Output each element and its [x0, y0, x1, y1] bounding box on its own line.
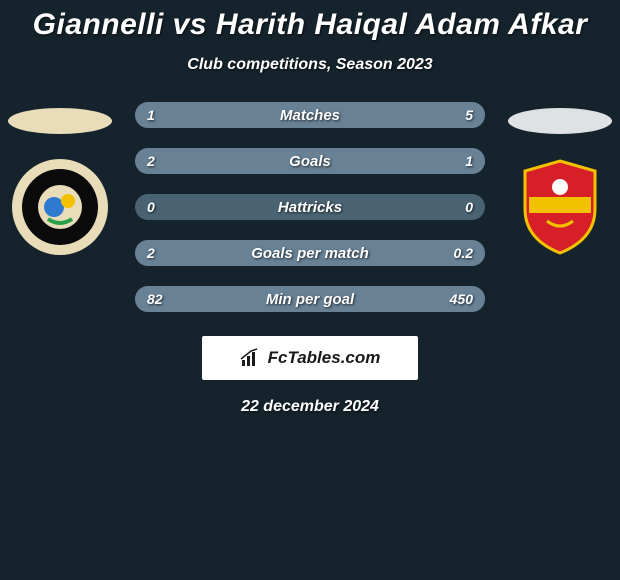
stat-bars: 1 Matches 5 2 Goals 1 0 Hattricks 0 2 Goals per ma… [135, 102, 485, 312]
left-team-ellipse [8, 108, 112, 134]
comparison-panel: 1 Matches 5 2 Goals 1 0 Hattricks 0 2 Goals per ma… [0, 102, 620, 312]
stat-bar: 82 Min per goal 450 [135, 286, 485, 312]
stat-value-left: 1 [147, 107, 155, 123]
page-title: Giannelli vs Harith Haiqal Adam Afkar [0, 0, 620, 42]
stat-bar: 2 Goals per match 0.2 [135, 240, 485, 266]
stat-label: Hattricks [278, 199, 342, 216]
stat-label: Matches [280, 107, 340, 124]
stat-value-left: 82 [147, 291, 163, 307]
brand-box: FcTables.com [202, 336, 418, 380]
stat-bar: 1 Matches 5 [135, 102, 485, 128]
bar-fill-left [135, 102, 195, 128]
right-team-crest [510, 164, 610, 250]
stat-bar: 0 Hattricks 0 [135, 194, 485, 220]
left-team-column [0, 102, 120, 250]
left-crest-icon [10, 157, 110, 257]
stat-value-right: 450 [450, 291, 473, 307]
stat-label: Goals per match [251, 245, 369, 262]
right-crest-icon [517, 157, 603, 257]
stat-value-left: 2 [147, 245, 155, 261]
left-team-crest [10, 164, 110, 250]
right-team-column [500, 102, 620, 250]
subtitle: Club competitions, Season 2023 [0, 56, 620, 74]
stat-value-left: 0 [147, 199, 155, 215]
bar-fill-left [135, 148, 370, 174]
date-text: 22 december 2024 [0, 398, 620, 416]
stat-value-right: 0.2 [454, 245, 473, 261]
stat-bar: 2 Goals 1 [135, 148, 485, 174]
right-team-ellipse [508, 108, 612, 134]
stat-value-right: 5 [465, 107, 473, 123]
stat-label: Goals [289, 153, 331, 170]
stat-value-right: 1 [465, 153, 473, 169]
brand-text: FcTables.com [268, 348, 381, 368]
stat-value-left: 2 [147, 153, 155, 169]
stat-label: Min per goal [266, 291, 354, 308]
stat-value-right: 0 [465, 199, 473, 215]
brand-chart-icon [240, 348, 264, 368]
